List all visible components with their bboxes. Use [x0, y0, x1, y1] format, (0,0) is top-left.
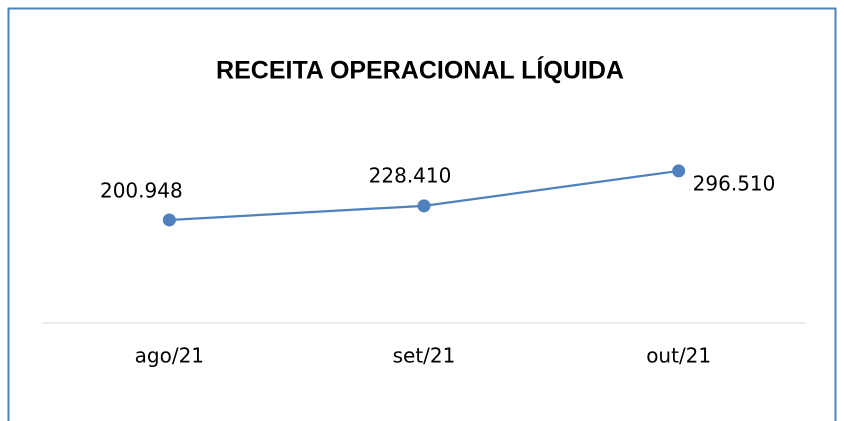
data-label: 296.510 — [693, 171, 776, 195]
x-tick-label: set/21 — [393, 344, 456, 368]
x-tick-label: ago/21 — [135, 344, 204, 368]
point — [672, 164, 686, 178]
chart-border — [7, 7, 837, 421]
data-label: 200.948 — [100, 178, 183, 202]
point — [417, 199, 431, 213]
point — [162, 213, 176, 227]
data-label: 228.410 — [369, 163, 452, 187]
chart-title: RECEITA OPERACIONAL LÍQUIDA — [216, 56, 624, 85]
x-tick-label: out/21 — [646, 344, 711, 368]
